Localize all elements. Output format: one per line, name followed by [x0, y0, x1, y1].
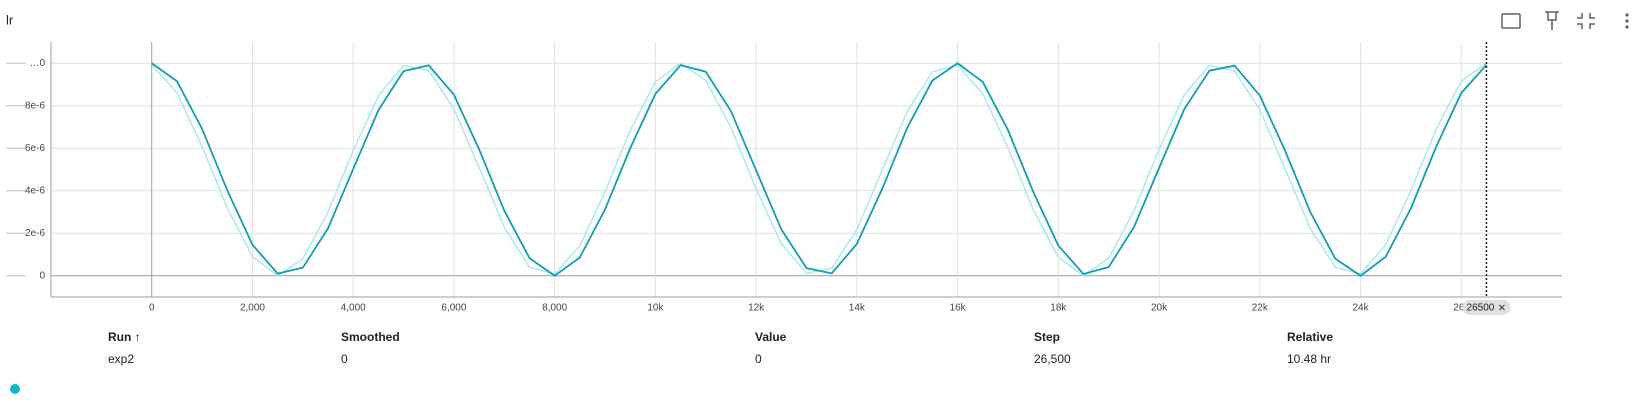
y-tick-label: 4e-6 [25, 185, 45, 196]
x-tick-label: 18k [1050, 303, 1067, 314]
cell: exp2 [108, 352, 135, 366]
fit-domain-button[interactable] [1501, 13, 1521, 29]
cell: 10.48 hr [1287, 352, 1332, 366]
more-button[interactable] [1625, 13, 1629, 29]
collapse-button[interactable] [1577, 13, 1595, 29]
pin-button[interactable] [1545, 11, 1559, 30]
y-tick-label: …0 [29, 58, 45, 69]
col-header[interactable]: Smoothed [341, 330, 400, 344]
x-tick-label: 4,000 [341, 303, 366, 314]
col-header[interactable]: Step [1034, 330, 1061, 344]
toolbar [1501, 11, 1629, 30]
col-header[interactable]: Relative [1287, 330, 1334, 344]
x-tick-label: 10k [647, 303, 664, 314]
cell: 26,500 [1034, 352, 1071, 366]
x-tick-label: 2,000 [240, 303, 265, 314]
cell: 0 [755, 352, 762, 366]
y-tick-label: 8e-6 [25, 100, 45, 111]
x-tick-label: 22k [1252, 303, 1269, 314]
hover-close[interactable] [1499, 304, 1505, 311]
series-line [151, 62, 1488, 277]
card-title: lr [6, 12, 14, 27]
col-header[interactable]: Run ↑ [108, 330, 141, 344]
x-tick-label: 20k [1151, 303, 1168, 314]
run-color-dot [10, 384, 20, 394]
x-tick-label: 0 [149, 303, 155, 314]
series-line [151, 62, 1487, 277]
y-tick-label: 2e-6 [25, 228, 45, 239]
cell: 0 [341, 352, 348, 366]
chart: lr 0 2e-6 4e-6 6e-6 8e-6 …0 0 2,000 4,000 6,000 8,… [6, 11, 1629, 315]
hover-pill [1462, 300, 1511, 315]
y-tick-label: 0 [39, 270, 45, 281]
col-header[interactable]: Value [755, 330, 787, 344]
hover-step-label: 26500 [1467, 303, 1495, 314]
x-tick-label: 8,000 [542, 303, 567, 314]
x-tick-label: 24k [1352, 303, 1369, 314]
x-tick-label: 6,000 [441, 303, 466, 314]
x-tick-label: 16k [950, 303, 967, 314]
x-tick-label: 14k [849, 303, 866, 314]
y-tick-label: 6e-6 [25, 143, 45, 154]
x-tick-label: 26k [1453, 303, 1470, 314]
x-tick-label: 12k [748, 303, 765, 314]
